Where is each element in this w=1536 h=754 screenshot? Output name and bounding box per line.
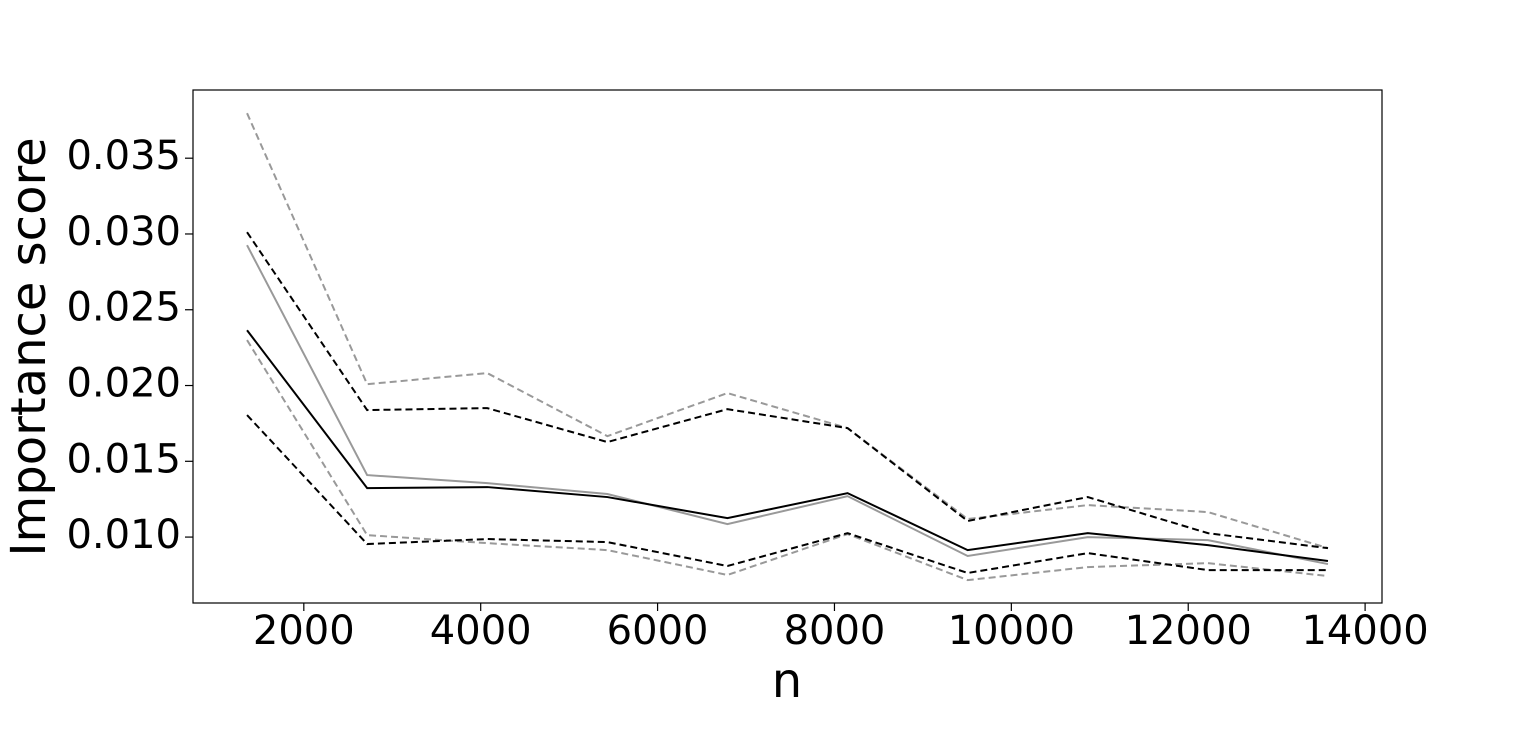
line-series (246, 329, 1329, 563)
x-tick-label: 2000 (253, 608, 355, 654)
y-tick-label: 0.030 (66, 209, 181, 255)
x-tick-label: 10000 (948, 608, 1075, 654)
x-axis-label: n (772, 653, 802, 709)
y-axis-label: Importance score (1, 137, 57, 556)
y-tick-label: 0.015 (66, 436, 181, 482)
y-tick-label: 0.025 (66, 285, 181, 331)
plot-frame (192, 89, 1383, 604)
x-tick-label: 12000 (1125, 608, 1252, 654)
line-series (246, 244, 1329, 566)
x-tick-label: 4000 (430, 608, 532, 654)
y-tick-label: 0.035 (66, 133, 181, 179)
x-tick-label: 8000 (784, 608, 886, 654)
x-tick-label: 14000 (1301, 608, 1428, 654)
line-series (246, 112, 1329, 550)
y-tick-label: 0.010 (66, 512, 181, 558)
line-series (246, 414, 1328, 575)
y-tick-label: 0.020 (66, 361, 181, 407)
x-tick-label: 6000 (607, 608, 709, 654)
line-series (246, 339, 1329, 582)
line-series (246, 231, 1329, 550)
